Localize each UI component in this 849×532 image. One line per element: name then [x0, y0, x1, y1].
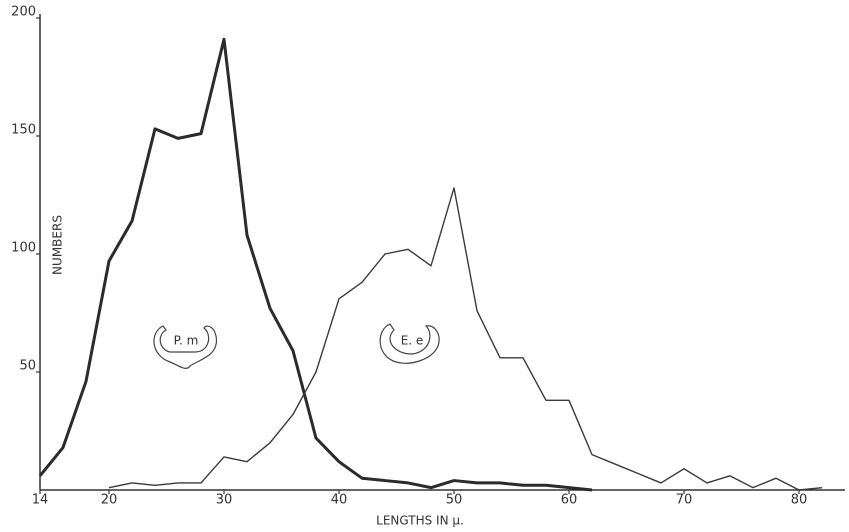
- x-tick-label: 70: [676, 493, 693, 508]
- series-annotation: P. m: [174, 334, 199, 348]
- x-tick-label: 20: [101, 493, 118, 508]
- x-axis-label: LENGTHS IN μ.: [376, 514, 464, 528]
- x-tick-label: 50: [446, 493, 463, 508]
- series-annotation: E. e: [401, 334, 424, 348]
- x-tick-label: 14: [32, 493, 49, 508]
- x-tick-label: 30: [216, 493, 233, 508]
- x-tick-label: 60: [561, 493, 578, 508]
- data-line: [40, 39, 592, 490]
- chart: LENGTHS IN μ. NUMBERS P. m E. e 50 100 150…: [0, 0, 849, 532]
- y-tick-label: 50: [19, 359, 36, 374]
- x-tick-label: 80: [791, 493, 808, 508]
- y-tick-label: 150: [11, 123, 36, 138]
- x-tick-label: 40: [331, 493, 348, 508]
- y-axis-label: NUMBERS: [51, 215, 65, 275]
- y-tick-label: 100: [11, 241, 36, 256]
- y-tick-label: 200: [11, 5, 36, 20]
